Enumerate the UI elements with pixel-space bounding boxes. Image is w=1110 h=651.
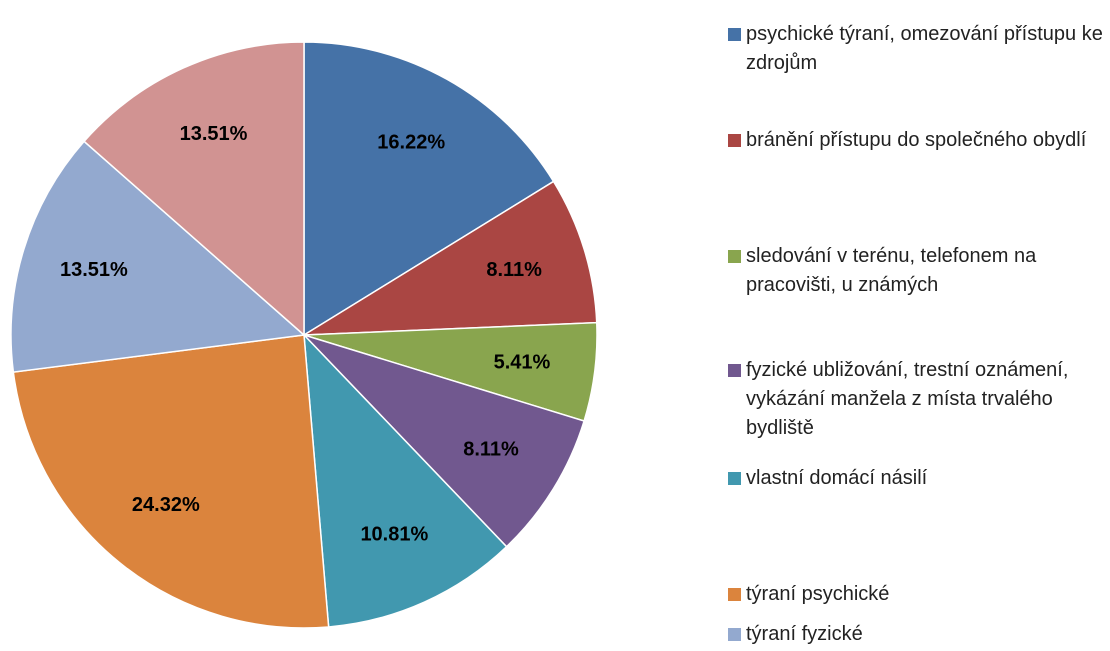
pie-slice (303, 332, 508, 628)
legend-label: sledování v terénu, telefonem na pracovi… (746, 245, 1037, 296)
legend-entry: vlastní domácí násilí (728, 464, 1103, 493)
legend-label: týraní fyzické (746, 623, 863, 645)
data-label: 16.22% (377, 131, 445, 153)
legend-swatch (728, 134, 741, 147)
data-label: 8.11% (486, 259, 542, 281)
legend-label: fyzické ubližování, trestní oznámení, vy… (746, 359, 1069, 439)
legend-swatch (728, 628, 741, 641)
legend-swatch (728, 250, 741, 263)
legend-label: psychické týraní, omezování přístupu ke … (746, 23, 1103, 74)
pie-slice (303, 41, 555, 337)
data-label: 13.51% (60, 259, 128, 281)
legend-label: vlastní domácí násilí (746, 467, 928, 489)
data-label: 24.32% (132, 494, 200, 516)
data-label: 10.81% (360, 524, 428, 546)
pie-slice (83, 41, 305, 337)
legend-swatch (728, 472, 741, 485)
legend-swatch (728, 588, 741, 601)
legend-label: týraní psychické (746, 583, 890, 605)
data-label: 5.41% (494, 351, 551, 373)
pie-slice (12, 334, 330, 629)
data-label: 8.11% (463, 439, 519, 461)
legend-entry: týraní fyzické (728, 620, 1103, 649)
legend-label: bránění přístupu do společného obydlí (746, 129, 1087, 151)
legend-entry: fyzické ubližování, trestní oznámení, vy… (728, 356, 1103, 443)
data-label: 13.51% (180, 123, 248, 145)
pie-slice (10, 140, 306, 373)
pie-slice (301, 333, 586, 548)
legend-swatch (728, 28, 741, 41)
legend-entry: sledování v terénu, telefonem na pracovi… (728, 242, 1103, 300)
legend-entry: psychické týraní, omezování přístupu ke … (728, 20, 1103, 78)
legend-swatch (728, 364, 741, 377)
pie-slice (301, 180, 598, 336)
legend-entry: bránění přístupu do společného obydlí (728, 126, 1103, 155)
legend-entry: týraní psychické (728, 580, 1103, 609)
